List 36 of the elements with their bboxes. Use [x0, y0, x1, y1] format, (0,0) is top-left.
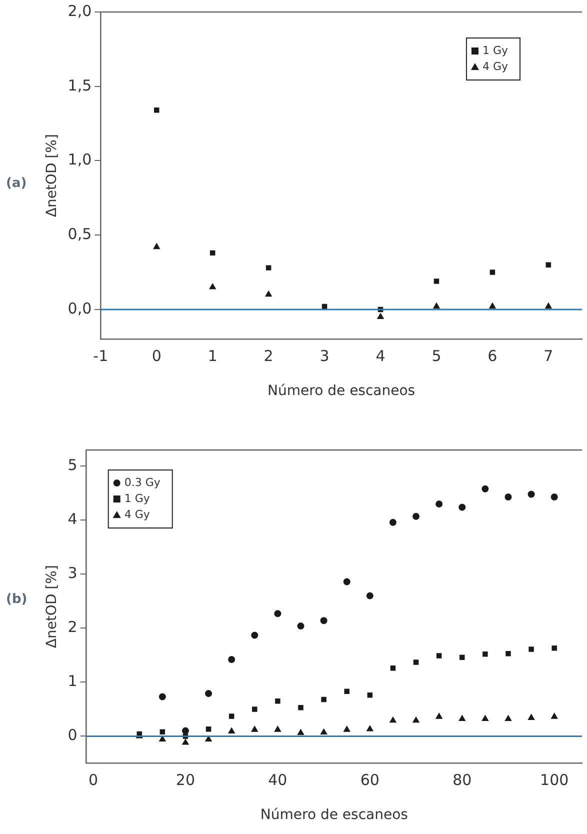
y-axis-title: ΔnetOD [%]: [44, 565, 60, 648]
x-tick-label: 20: [176, 771, 196, 790]
y-tick-label: 1,0: [68, 150, 92, 169]
y-tick-label: 2: [68, 618, 78, 636]
x-tick-label: 5: [432, 347, 442, 366]
x-tick-label: 3: [320, 347, 330, 366]
y-tick-label: 1,5: [68, 76, 92, 94]
legend-label: 4 Gy: [124, 508, 150, 521]
y-tick-label: 1: [68, 672, 78, 690]
x-tick-label: -1: [93, 347, 108, 366]
x-tick-label: 40: [268, 771, 288, 790]
x-tick-label: 2: [264, 347, 274, 366]
x-tick-label: 1: [208, 347, 218, 366]
x-tick-label: 0: [152, 347, 162, 366]
x-axis-title: Número de escaneos: [268, 383, 416, 400]
x-tick-label: 4: [376, 347, 386, 366]
y-tick-label: 3: [68, 564, 78, 582]
legend-label: 0.3 Gy: [124, 476, 161, 489]
y-tick-label: 4: [68, 510, 78, 528]
x-tick-label: 100: [540, 771, 569, 790]
y-tick-label: 0,5: [68, 224, 92, 243]
y-axis-title: ΔnetOD [%]: [44, 134, 60, 218]
text: (b): [6, 592, 28, 608]
x-tick-label: 7: [544, 347, 554, 366]
legend-label: 1 Gy: [124, 492, 150, 505]
y-tick-label: 0,0: [68, 299, 92, 318]
x-tick-label: 60: [360, 771, 380, 790]
legend-label: 1 Gy: [482, 44, 508, 57]
x-axis-title: Número de escaneos: [260, 807, 408, 824]
y-tick-label: 2,0: [68, 2, 92, 20]
x-tick-label: 6: [488, 347, 498, 366]
text: (a): [6, 176, 27, 192]
x-tick-label: 80: [452, 771, 472, 790]
y-tick-label: 5: [68, 456, 78, 474]
legend-label: 4 Gy: [482, 60, 508, 73]
y-tick-label: 0: [68, 726, 78, 744]
